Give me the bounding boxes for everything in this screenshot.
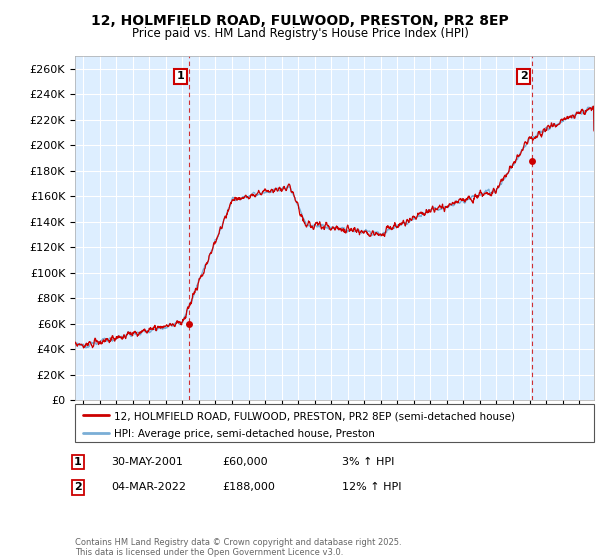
Text: HPI: Average price, semi-detached house, Preston: HPI: Average price, semi-detached house,… [114,430,375,440]
FancyBboxPatch shape [75,404,594,442]
Text: Price paid vs. HM Land Registry's House Price Index (HPI): Price paid vs. HM Land Registry's House … [131,27,469,40]
Text: 12, HOLMFIELD ROAD, FULWOOD, PRESTON, PR2 8EP (semi-detached house): 12, HOLMFIELD ROAD, FULWOOD, PRESTON, PR… [114,412,515,422]
Text: 30-MAY-2001: 30-MAY-2001 [111,457,183,467]
Text: £188,000: £188,000 [222,482,275,492]
Text: 2: 2 [520,71,527,81]
Text: 1: 1 [74,457,82,467]
Text: 3% ↑ HPI: 3% ↑ HPI [342,457,394,467]
Text: £60,000: £60,000 [222,457,268,467]
Text: 04-MAR-2022: 04-MAR-2022 [111,482,186,492]
Text: 1: 1 [176,71,184,81]
Text: 12, HOLMFIELD ROAD, FULWOOD, PRESTON, PR2 8EP: 12, HOLMFIELD ROAD, FULWOOD, PRESTON, PR… [91,14,509,28]
Text: 2: 2 [74,482,82,492]
Text: Contains HM Land Registry data © Crown copyright and database right 2025.
This d: Contains HM Land Registry data © Crown c… [75,538,401,557]
Text: 12% ↑ HPI: 12% ↑ HPI [342,482,401,492]
